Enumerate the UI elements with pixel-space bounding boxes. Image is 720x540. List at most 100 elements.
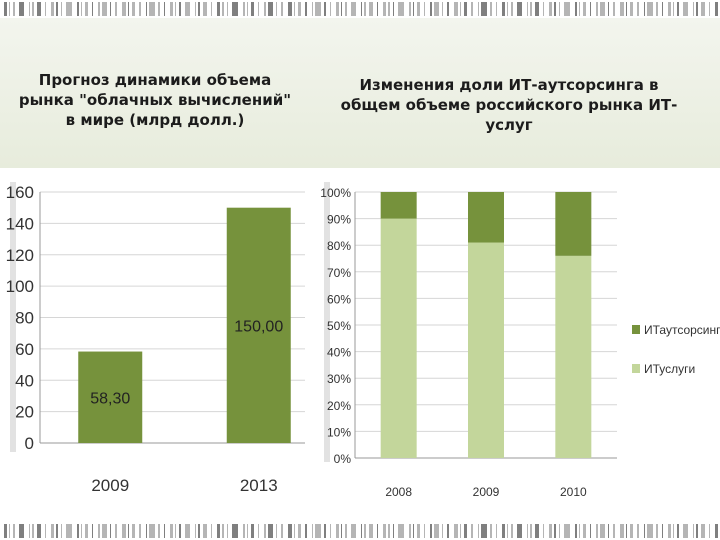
stripe-bar	[464, 524, 467, 538]
stripe-bar	[294, 2, 295, 16]
stripe-bar	[195, 2, 196, 16]
stripe-bar	[417, 2, 420, 16]
y-tick-label: 30%	[327, 372, 351, 386]
stripe-bar	[19, 2, 24, 16]
stripe-bar	[554, 2, 556, 16]
stripe-bar	[51, 524, 54, 538]
stripe-bar	[430, 2, 432, 16]
bar	[226, 207, 291, 443]
y-tick-label: 20%	[327, 399, 351, 413]
stripe-bar	[185, 524, 190, 538]
stripe-bar	[511, 524, 513, 538]
stripe-bar	[203, 2, 207, 16]
stripe-bar	[341, 2, 342, 16]
stripe-bar	[4, 2, 7, 16]
stripe-bar	[393, 2, 394, 16]
stripe-bar	[66, 2, 72, 16]
stripe-bar	[29, 524, 30, 538]
cloud-market-bar-chart: 0 20 40 60 80 100 120 140 160 58,30 2009 150,00 2013	[6, 182, 305, 495]
stripe-bar	[217, 2, 220, 16]
stripe-bar	[85, 2, 88, 16]
right-chart-title: Изменения доли ИТ-аутсорсинга в общем об…	[340, 76, 678, 134]
stripe-bar	[149, 524, 155, 538]
stripe-bar	[98, 524, 100, 538]
y-tick-label: 140	[6, 214, 34, 233]
stripe-bar	[56, 524, 58, 538]
stripe-bar	[247, 524, 248, 538]
stripe-bar	[45, 2, 46, 16]
stripe-bar	[324, 524, 326, 538]
stripe-bar	[4, 524, 7, 538]
stripe-bar	[517, 524, 522, 538]
data-label: 58,30	[90, 390, 130, 407]
stripe-bar	[481, 2, 487, 16]
stripe-bar	[77, 524, 79, 538]
stripe-bar	[630, 2, 633, 16]
stripe-bar	[696, 524, 698, 538]
stripe-bar	[424, 2, 425, 16]
stripe-bar	[258, 524, 259, 538]
stripe-bar	[490, 2, 492, 16]
y-tick-label: 90%	[327, 213, 351, 227]
stripe-bar	[268, 2, 273, 16]
stripe-bar	[383, 2, 386, 16]
stripe-bar	[709, 524, 710, 538]
stripe-bar	[535, 2, 539, 16]
stripe-bar	[198, 2, 200, 16]
stripe-bar	[61, 524, 62, 538]
stripe-bar	[409, 2, 411, 16]
stripe-bar	[369, 2, 373, 16]
stripe-bar	[507, 524, 508, 538]
stripe-bar	[281, 2, 283, 16]
stripe-bar	[701, 524, 705, 538]
y-tick-label: 10%	[327, 425, 351, 439]
stripe-bar	[677, 524, 679, 538]
stripe-bar	[409, 524, 411, 538]
stripe-bar	[596, 2, 598, 16]
stripe-bar	[264, 2, 266, 16]
stripe-bar	[502, 2, 505, 16]
left-chart-title: Прогноз динамики объема рынка "облачных …	[18, 71, 292, 129]
stripe-bar	[294, 524, 295, 538]
stripe-bar	[128, 524, 129, 538]
stripe-bar	[527, 2, 528, 16]
stripe-bar	[98, 2, 100, 16]
stripe-bar	[644, 2, 645, 16]
stripe-bar	[377, 524, 378, 538]
stripe-bar	[232, 2, 238, 16]
stripe-bar	[243, 524, 245, 538]
stripe-bar	[251, 524, 254, 538]
stripe-bar	[613, 2, 615, 16]
stripe-bar	[637, 2, 639, 16]
stripe-bar	[81, 2, 82, 16]
stripe-bar	[369, 524, 373, 538]
stripe-bar	[434, 2, 439, 16]
y-tick-label: 60%	[327, 292, 351, 306]
stripe-bar	[179, 524, 181, 538]
x-tick-label: 2010	[560, 485, 587, 499]
stacked-bar-segment	[555, 255, 592, 458]
stripe-bar	[454, 2, 458, 16]
stripe-bar	[158, 2, 160, 16]
stripe-bar	[222, 524, 224, 538]
stripe-bar	[496, 524, 497, 538]
stripe-bar	[32, 524, 34, 538]
stripe-bar	[583, 524, 586, 538]
stripe-bar	[696, 2, 698, 16]
stripe-bar	[701, 2, 705, 16]
stripe-bar	[413, 2, 414, 16]
stripe-bar	[146, 2, 147, 16]
stripe-bar	[549, 2, 552, 16]
stripe-bar	[496, 2, 497, 16]
stripe-bar	[227, 524, 228, 538]
stripe-bar	[549, 524, 552, 538]
stripe-bar	[115, 2, 117, 16]
y-tick-label: 50%	[327, 319, 351, 333]
stripe-bar	[66, 524, 72, 538]
stripe-bar	[288, 524, 292, 538]
stripe-bar	[56, 2, 58, 16]
stripe-bar	[460, 2, 461, 16]
stripe-bar	[122, 2, 126, 16]
stripe-bar	[388, 2, 390, 16]
stripe-bar	[527, 524, 528, 538]
